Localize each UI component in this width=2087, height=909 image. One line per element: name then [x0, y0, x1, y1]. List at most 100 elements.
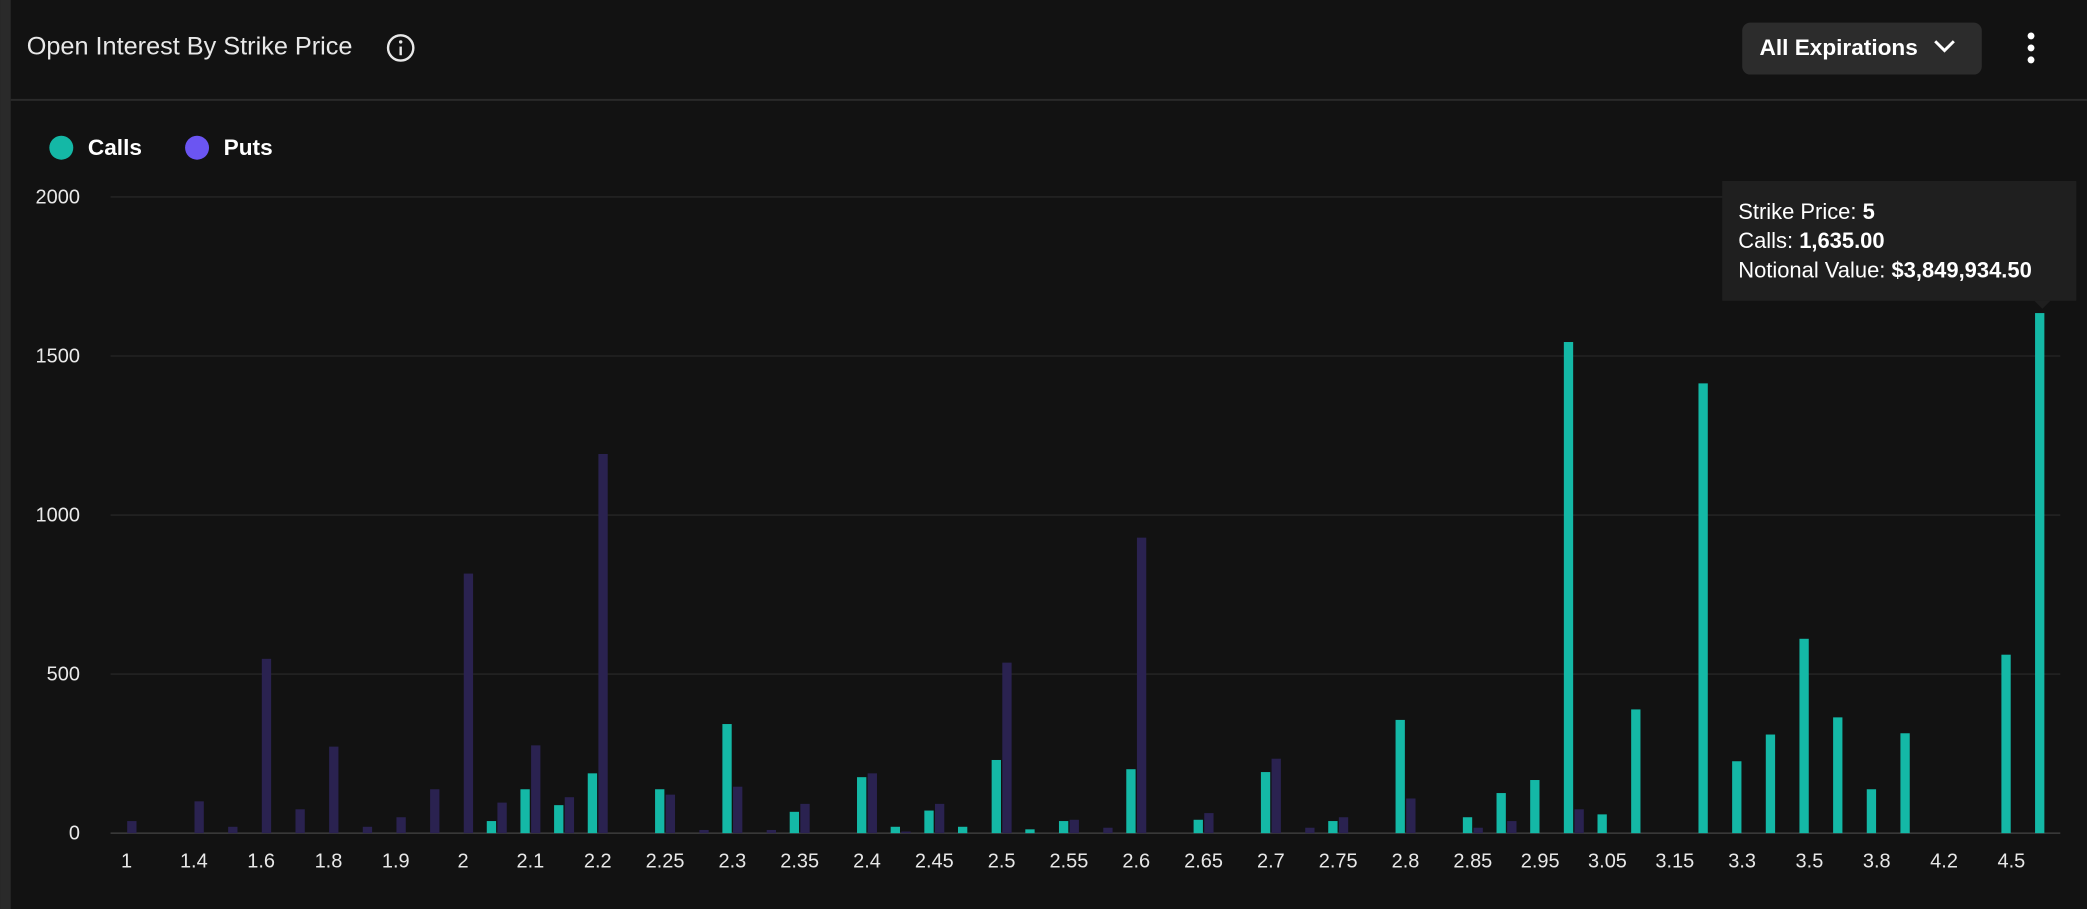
bar — [1473, 827, 1483, 834]
bar — [1900, 733, 1910, 834]
x-tick-label: 4.2 — [1930, 851, 1958, 873]
y-tick-label: 2000 — [36, 187, 80, 209]
legend-label: Puts — [224, 135, 273, 160]
bar — [1103, 827, 1113, 834]
x-tick-label: 3.5 — [1796, 851, 1824, 873]
bar — [1058, 821, 1069, 834]
tooltip-value: 1,635.00 — [1799, 228, 1884, 253]
bar — [295, 809, 305, 834]
y-tick-label: 500 — [47, 664, 80, 686]
expiration-dropdown[interactable]: All Expirations — [1742, 22, 1982, 75]
bar — [1799, 638, 1809, 834]
bar — [1126, 769, 1136, 834]
bar — [261, 658, 272, 834]
bar — [554, 805, 564, 834]
x-tick-label: 2.65 — [1184, 851, 1223, 873]
bar — [1698, 383, 1708, 834]
x-tick-label: 2.4 — [853, 851, 881, 873]
bar — [194, 801, 204, 834]
x-tick-label: 2.25 — [646, 851, 685, 873]
bar — [800, 803, 810, 834]
x-tick-label: 1.8 — [315, 851, 343, 873]
x-tick-label: 1.9 — [382, 851, 410, 873]
card — [10, 0, 2087, 909]
menu-button[interactable] — [2027, 32, 2035, 64]
tooltip-box — [1722, 181, 2077, 301]
bar — [1271, 758, 1281, 834]
bar — [1765, 734, 1776, 834]
x-tick-label: 2.55 — [1050, 851, 1089, 873]
x-tick-label: 2.7 — [1257, 851, 1285, 873]
bar — [1204, 813, 1214, 834]
bar — [1496, 793, 1506, 834]
bar — [1574, 809, 1584, 834]
tooltip-pointer — [2034, 300, 2051, 309]
x-tick-label: 1.4 — [180, 851, 208, 873]
bar — [1833, 717, 1843, 834]
y-tick-label: 1000 — [36, 505, 80, 527]
y-tick-label: 1500 — [36, 346, 80, 368]
bar — [665, 794, 676, 834]
bar — [1002, 662, 1012, 834]
legend-marker — [49, 135, 74, 160]
tooltip-line: Notional Value: $3,849,934.50 — [1738, 257, 2032, 282]
legend: Calls Puts — [49, 135, 273, 160]
x-tick-label: 2.95 — [1521, 851, 1560, 873]
legend-label: Calls — [88, 135, 142, 160]
bar — [722, 724, 732, 834]
bar — [1305, 827, 1315, 834]
bar — [430, 789, 440, 834]
bar — [2001, 654, 2011, 834]
info-icon[interactable] — [386, 34, 415, 62]
x-tick-label: 4.5 — [1998, 851, 2026, 873]
bar — [228, 826, 238, 834]
tooltip-value: $3,849,934.50 — [1891, 257, 2031, 282]
x-tick-label: 2.3 — [718, 851, 746, 873]
bar — [934, 803, 945, 834]
tooltip-line: Strike Price: 5 — [1738, 199, 1875, 224]
bar — [587, 773, 598, 834]
bar — [531, 745, 541, 834]
bar — [1507, 821, 1517, 834]
tooltip-label: Calls: — [1738, 228, 1793, 253]
bar — [1462, 817, 1473, 834]
bar — [857, 777, 867, 834]
bar — [598, 453, 608, 834]
bar — [1597, 814, 1607, 834]
x-tick-label: 3.15 — [1655, 851, 1694, 873]
x-tick-label: 2.75 — [1319, 851, 1358, 873]
x-tick-label: 3.3 — [1728, 851, 1756, 873]
bar — [1563, 342, 1574, 834]
bar — [486, 821, 497, 834]
legend-item[interactable]: Calls — [49, 135, 142, 160]
x-tick-label: 3.05 — [1588, 851, 1627, 873]
bar — [1193, 819, 1203, 834]
bar — [1338, 817, 1349, 834]
legend-item[interactable]: Puts — [185, 135, 273, 160]
bar — [396, 817, 406, 834]
tooltip-line: Calls: 1,635.00 — [1738, 228, 1884, 253]
x-tick-label: 2 — [458, 851, 469, 873]
bar — [867, 773, 877, 834]
bar — [520, 789, 530, 834]
tooltip-label: Strike Price: — [1738, 199, 1856, 224]
bar — [699, 829, 709, 834]
chart-title: Open Interest By Strike Price — [27, 33, 353, 61]
bar — [362, 826, 373, 834]
x-tick-label: 2.8 — [1392, 851, 1420, 873]
x-tick-label: 2.35 — [780, 851, 819, 873]
bar — [924, 810, 934, 834]
x-tick-label: 1 — [121, 851, 132, 873]
bar — [1866, 789, 1877, 834]
x-tick-label: 2.85 — [1453, 851, 1492, 873]
bar — [2035, 313, 2045, 834]
bar — [1395, 719, 1405, 834]
bar — [901, 831, 911, 834]
x-tick-label: 2.2 — [584, 851, 612, 873]
bar — [766, 829, 777, 834]
bar — [1732, 761, 1742, 834]
bar — [564, 797, 575, 834]
x-tick-label: 2.5 — [988, 851, 1016, 873]
